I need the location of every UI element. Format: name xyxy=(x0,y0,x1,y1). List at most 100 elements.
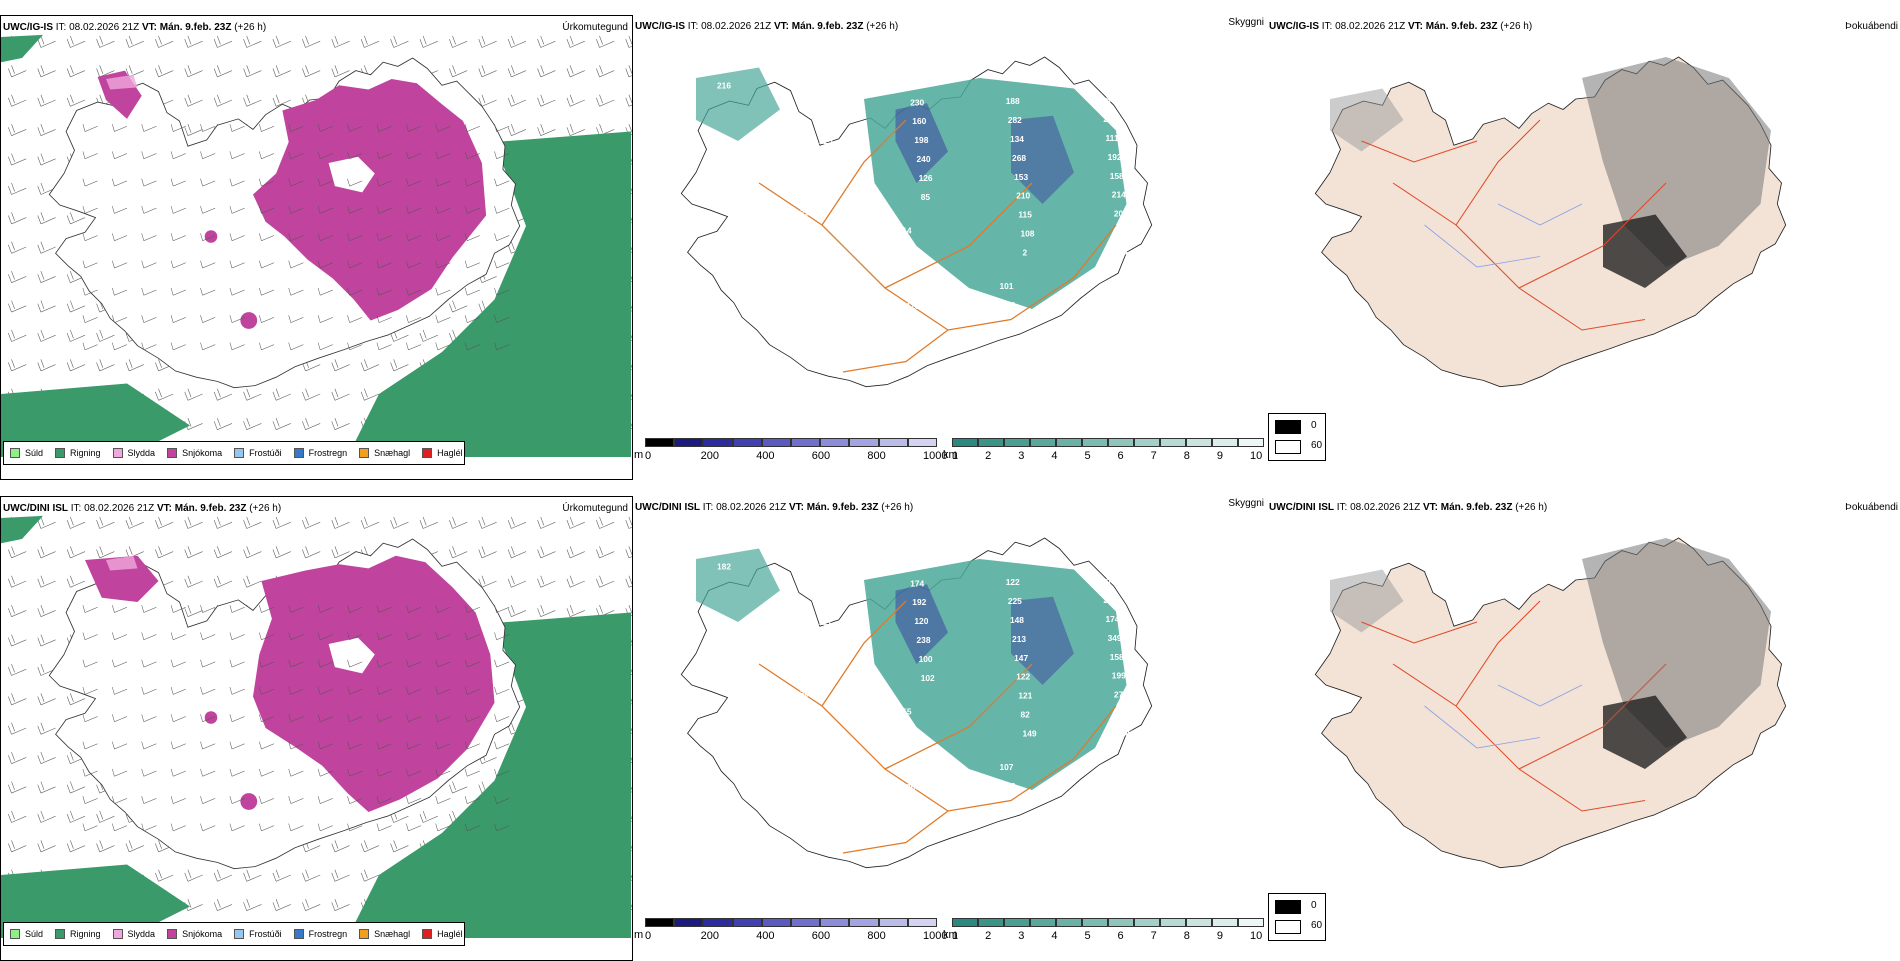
colorbar-tick: 8 xyxy=(1183,930,1190,942)
panel-header: UWC/DINI ISL IT: 08.02.2026 21Z VT: Mán.… xyxy=(3,503,282,514)
legend-label: Frostregn xyxy=(308,929,348,939)
colorbar-segment xyxy=(1004,918,1030,927)
colorbar-segment xyxy=(703,918,733,927)
cloud-label: 122 xyxy=(1006,577,1020,587)
cloud-label: 213 xyxy=(1012,634,1026,644)
cloud-label: 199 xyxy=(1112,671,1126,681)
cloud-label: 106 xyxy=(1101,576,1115,586)
legend-label: Snæhagl xyxy=(374,929,411,939)
colorbar-segment xyxy=(1056,438,1082,447)
colorbar-segment xyxy=(1082,438,1108,447)
cloud-label: 242 xyxy=(904,282,918,292)
colorbar-segment xyxy=(1186,918,1212,927)
legend-item: Snjókoma xyxy=(167,448,222,458)
colorbar-segment xyxy=(1186,438,1212,447)
cloud-label: 82 xyxy=(1020,710,1030,720)
cloud-label: 115 xyxy=(810,783,824,793)
colorbar-tick: 6 xyxy=(1117,450,1124,462)
colorbar-segment xyxy=(1030,438,1056,447)
colorbar-tick: 7 xyxy=(1150,450,1157,462)
legend-swatch xyxy=(359,448,370,458)
fog-legend-row1: 0 60 xyxy=(1268,413,1326,461)
panel-header: UWC/IG-IS IT: 08.02.2026 21Z VT: Mán. 9.… xyxy=(635,21,899,32)
cloud-label: 230 xyxy=(1103,114,1117,124)
legend-item: Haglél xyxy=(422,929,463,939)
colorbar-tick: 1000 xyxy=(923,930,948,942)
cloud-label: 520 xyxy=(808,764,822,774)
panel-title: Skyggni xyxy=(1228,498,1264,509)
cloud-label: 193 xyxy=(1004,800,1018,810)
legend-item: Haglél xyxy=(422,448,463,458)
cloud-label: 214 xyxy=(1112,190,1126,200)
colorbar-segment xyxy=(1056,918,1082,927)
cloud-label: 120 xyxy=(914,616,928,626)
cloud-label: 118 xyxy=(906,301,920,311)
legend-label: Rigning xyxy=(70,448,101,458)
cloud-label: 100 xyxy=(919,654,933,664)
cloud-label: 35 xyxy=(794,151,804,161)
colorbar-tick: 1 xyxy=(952,930,959,942)
vis-unit-row1: km xyxy=(943,449,958,461)
cloud-label: 126 xyxy=(919,173,933,183)
legend-item: Rigning xyxy=(55,929,101,939)
cloud-label: 174 xyxy=(910,578,924,588)
colorbar-tick: 6 xyxy=(1117,930,1124,942)
colorbar-tick: 400 xyxy=(756,930,775,942)
cloud-label: 350 xyxy=(802,707,816,717)
cloud-label: 171 xyxy=(1116,227,1130,237)
cloud-label: 225 xyxy=(1008,596,1022,606)
cloud-label: 173 xyxy=(813,321,827,331)
cloud-label: 188 xyxy=(1006,96,1020,106)
legend-item: Rigning xyxy=(55,448,101,458)
legend-item: Frostúði xyxy=(234,448,282,458)
colorbar-tick: 1 xyxy=(952,450,959,462)
colorbar-segment xyxy=(645,438,675,447)
cloud-base-map: 182 111 102 149 153 132 100 82 96 90 238 121 95 96 120… xyxy=(680,537,1153,869)
colorbar-segment xyxy=(674,918,704,927)
colorbar-segment xyxy=(703,438,733,447)
colorbar-segment xyxy=(849,438,879,447)
legend-swatch xyxy=(234,448,245,458)
colorbar-segment xyxy=(1238,438,1264,447)
cloud-label: 111 xyxy=(798,189,811,199)
cloud-label: 132 xyxy=(817,598,831,608)
visibility-colorbar-row2: 1 2 3 4 5 6 7 8 9 10 xyxy=(952,918,1264,944)
cloud-label: 119 xyxy=(1116,709,1130,719)
colorbar-segment xyxy=(952,918,978,927)
legend-label: Súld xyxy=(25,929,44,939)
precip-map xyxy=(1,515,632,938)
colorbar-segment xyxy=(1212,438,1238,447)
cloud-label: 158 xyxy=(1110,652,1124,662)
cloud-label: 153 xyxy=(1014,172,1028,182)
colorbar-segment xyxy=(761,438,791,447)
height-colorbar-row1: 0 200 400 600 800 1000 xyxy=(645,438,947,464)
colorbar-tick: 600 xyxy=(811,930,831,942)
cloud-label: 118 xyxy=(810,302,824,312)
legend-item: Frostúði xyxy=(234,929,282,939)
legend-label: Súld xyxy=(25,448,44,458)
colorbar-segment xyxy=(645,918,675,927)
colorbar-segment xyxy=(907,438,937,447)
colorbar-segment xyxy=(978,438,1004,447)
colorbar-segment xyxy=(674,438,704,447)
legend-swatch xyxy=(112,929,123,939)
precip-legend: Súld Rigning Slydda Snjókoma Frostúði Frostre… xyxy=(3,922,465,946)
cloud-label: 125 xyxy=(819,136,833,146)
cloud-label: 155 xyxy=(898,706,912,716)
colorbar-segment xyxy=(1108,438,1134,447)
colorbar-tick: 0 xyxy=(645,450,652,462)
cloud-label: 268 xyxy=(1012,153,1026,163)
precip-type-panel-row1: UWC/IG-IS IT: 08.02.2026 21Z VT: Mán. 9.… xyxy=(0,15,633,480)
legend-item: Snjókoma xyxy=(167,929,222,939)
cloud-label: 303 xyxy=(908,320,922,330)
colorbar-tick: 5 xyxy=(1084,450,1091,462)
legend-swatch xyxy=(10,448,20,458)
colorbar-tick: 5 xyxy=(1084,930,1091,942)
cloud-label: 161 xyxy=(806,745,820,755)
colorbar-segment xyxy=(1030,918,1056,927)
legend-label: Slydda xyxy=(127,448,156,458)
colorbar-segment xyxy=(1134,438,1160,447)
cloud-label: 85 xyxy=(1118,246,1128,256)
cloud-label: 106 xyxy=(902,744,916,754)
colorbar-segment xyxy=(732,438,762,447)
